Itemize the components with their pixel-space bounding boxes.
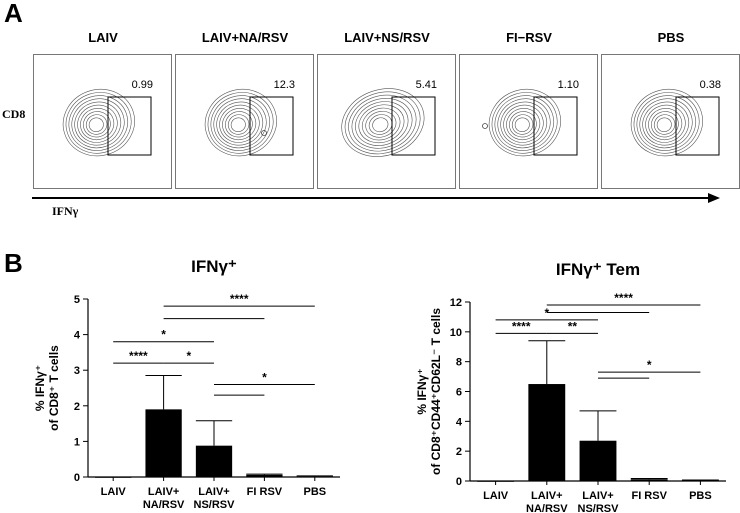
- cd8-axis-label: CD8: [2, 107, 26, 121]
- x-tick-label: LAIV+ NA/RSV: [526, 490, 568, 513]
- flow-plot-title: LAIV: [88, 30, 118, 45]
- bar: [145, 409, 182, 477]
- y-tick-label: 3: [74, 365, 80, 377]
- significance-label: *: [647, 358, 652, 372]
- y-axis-label: % IFNγ⁺: [33, 365, 47, 411]
- y-axis-label: of CD8⁺CD44⁺CD62L⁻ T cells: [429, 308, 443, 475]
- significance-label: ****: [230, 292, 249, 306]
- contour-plot: [630, 88, 720, 157]
- flow-plot: 0.99: [33, 54, 172, 189]
- x-tick-label: LAIV+ NA/RSV: [143, 486, 185, 511]
- chart-title: IFNγ⁺ Tem: [556, 260, 640, 279]
- x-tick-label: PBS: [689, 490, 712, 502]
- significance-label: *: [262, 370, 267, 384]
- significance-label: ****: [614, 291, 633, 305]
- contour-plot: [482, 88, 578, 157]
- flow-plot-title: PBS: [657, 30, 685, 45]
- y-axis-label: % IFNγ⁺: [415, 368, 429, 414]
- y-tick-label: 10: [450, 327, 462, 339]
- x-tick-label: LAIV+ NS/RSV: [194, 486, 236, 511]
- panel-b-letter: B: [4, 248, 23, 278]
- flow-plot: 12.3: [175, 54, 314, 189]
- panel-a-letter: A: [4, 0, 23, 28]
- significance-label: ****: [129, 349, 148, 363]
- y-tick-label: 1: [74, 436, 80, 448]
- y-tick-label: 6: [456, 387, 462, 399]
- bar: [296, 476, 333, 478]
- bar: [477, 481, 515, 482]
- contour-plot: [341, 88, 436, 157]
- y-axis-label: of CD8⁺ T cells: [47, 345, 61, 431]
- flow-plot-title: FI−RSV: [506, 30, 552, 45]
- gate-rectangle: [249, 96, 294, 156]
- y-tick-label: 12: [450, 297, 462, 309]
- y-tick-label: 2: [456, 446, 462, 458]
- y-tick-label: 8: [456, 357, 462, 369]
- bar: [681, 480, 719, 482]
- significance-label: **: [568, 319, 578, 333]
- bar: [246, 474, 283, 477]
- bar: [579, 440, 617, 481]
- ifng-axis-label: IFNγ: [52, 204, 79, 218]
- contour-plot: [62, 88, 152, 157]
- x-tick-label: PBS: [303, 486, 326, 498]
- x-tick-label: FI RSV: [247, 486, 283, 498]
- flow-plot: 1.10: [459, 54, 598, 189]
- gate-rectangle: [533, 96, 578, 156]
- gate-value: 0.99: [131, 79, 153, 91]
- gate-rectangle: [391, 96, 436, 156]
- gate-value: 12.3: [273, 79, 295, 91]
- y-tick-label: 2: [74, 401, 80, 413]
- gate-value: 1.10: [557, 79, 579, 91]
- x-tick-label: LAIV: [483, 490, 509, 502]
- contour-plot: [204, 88, 294, 157]
- gate-rectangle: [107, 96, 152, 156]
- flow-plot-title: LAIV+NA/RSV: [201, 30, 289, 45]
- x-tick-label: LAIV: [101, 486, 127, 498]
- significance-label: *: [186, 349, 191, 363]
- flow-plot-title: LAIV+NS/RSV: [344, 30, 430, 45]
- significance-label: *: [161, 328, 166, 342]
- significance-label: *: [544, 306, 549, 320]
- ifng-bar-chart: IFNγ⁺ % IFNγ⁺ of CD8⁺ T cells 0 1 2 3 4 5 LAIV LAI…: [33, 257, 340, 511]
- bar: [630, 479, 668, 481]
- chart-title: IFNγ⁺: [191, 257, 237, 276]
- bar: [528, 384, 566, 481]
- bar: [195, 445, 233, 477]
- y-tick-label: 4: [74, 330, 81, 342]
- y-tick-label: 0: [456, 476, 462, 488]
- y-tick-label: 4: [456, 416, 463, 428]
- ifng-axis-arrow: [32, 193, 720, 203]
- gate-value: 5.41: [415, 79, 437, 91]
- gate-rectangle: [675, 96, 720, 156]
- flow-plot: 0.38: [601, 54, 740, 189]
- gate-value: 0.38: [699, 79, 721, 91]
- y-tick-label: 0: [74, 472, 80, 484]
- x-tick-label: FI RSV: [631, 490, 667, 502]
- x-tick-label: LAIV+ NS/RSV: [578, 490, 620, 513]
- significance-label: ****: [512, 319, 531, 333]
- flow-plot: 5.41: [317, 54, 456, 189]
- y-tick-label: 5: [74, 294, 80, 306]
